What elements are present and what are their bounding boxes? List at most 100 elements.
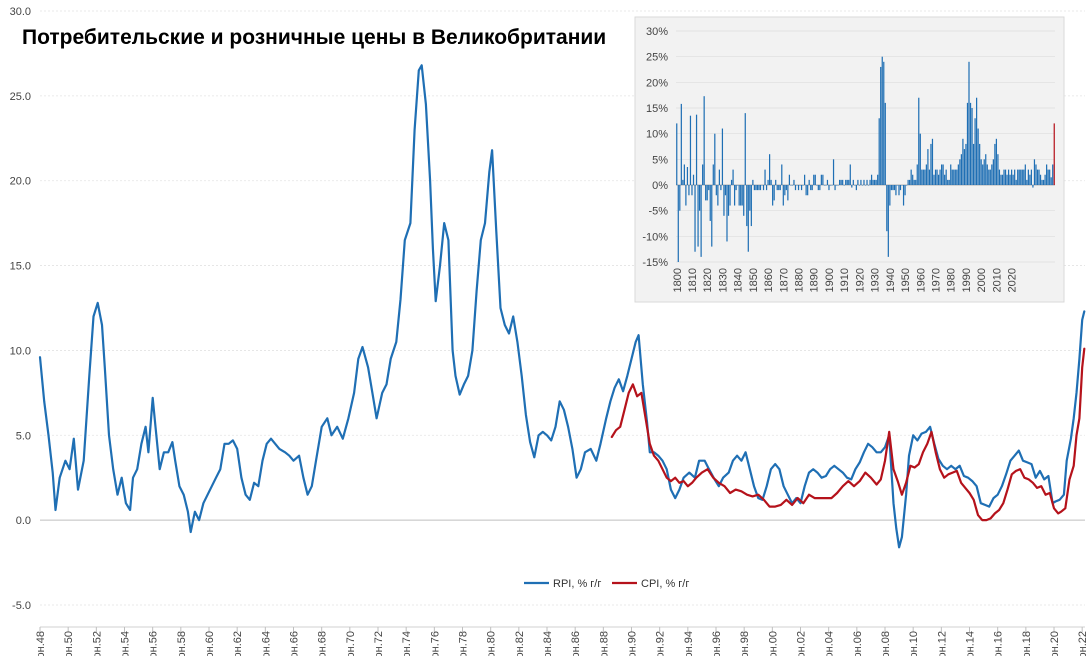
inset-bar xyxy=(869,179,871,185)
inset-bar xyxy=(765,185,768,191)
inset-bar xyxy=(933,174,935,185)
inset-bar xyxy=(802,185,804,186)
inset-bar xyxy=(744,113,746,185)
x-tick-label: июн.56 xyxy=(148,631,160,656)
inset-bar xyxy=(880,66,882,185)
inset-bar xyxy=(941,164,943,185)
inset-bar xyxy=(854,185,856,186)
x-tick-label: июн.50 xyxy=(63,631,75,656)
x-tick-label: июн.98 xyxy=(739,631,751,656)
inset-bar xyxy=(682,179,684,185)
inset-bar xyxy=(750,185,752,227)
inset-bar xyxy=(811,185,813,191)
inset-bar xyxy=(1032,185,1034,188)
inset-bar xyxy=(884,102,886,185)
inset-bar xyxy=(963,149,966,185)
inset-bar xyxy=(930,143,932,185)
x-tick-label: июн.64 xyxy=(260,631,272,656)
inset-bar xyxy=(1052,164,1054,185)
inset-x-tick-label: 1810 xyxy=(687,268,699,292)
inset-y-tick-label: 25% xyxy=(646,52,668,64)
inset-bar xyxy=(1027,169,1029,185)
inset-y-tick-label: 30% xyxy=(646,26,668,38)
inset-bar xyxy=(872,179,874,185)
inset-bar xyxy=(755,185,757,191)
inset-bar xyxy=(1014,169,1016,185)
inset-bar xyxy=(1047,169,1049,185)
inset-bar xyxy=(773,185,775,201)
inset-bar xyxy=(767,179,769,185)
y-tick-label: 15.0 xyxy=(10,261,31,273)
inset-bar xyxy=(858,185,861,186)
inset-bar xyxy=(790,185,792,186)
inset-bar xyxy=(951,169,953,185)
inset-bar xyxy=(817,185,819,191)
inset-bar xyxy=(1046,164,1048,185)
inset-bar xyxy=(705,185,707,201)
inset-bar xyxy=(899,185,902,191)
inset-bar xyxy=(689,115,692,185)
inset-bar xyxy=(1044,174,1046,185)
inset-bar xyxy=(683,164,685,185)
inset-chart: -15%-10%-5%0%5%10%15%20%25%30% 1800 1810 1… xyxy=(634,16,1065,303)
x-tick-label: июн.90 xyxy=(627,631,639,656)
inset-bar xyxy=(709,185,711,221)
inset-bar xyxy=(1023,169,1025,185)
inset-bar xyxy=(925,164,927,185)
inset-bar xyxy=(895,185,897,196)
inset-bar xyxy=(677,185,679,262)
inset-bar xyxy=(800,185,803,191)
x-tick-label: июн.22 xyxy=(1077,631,1089,656)
inset-y-tick-label: 5% xyxy=(652,154,668,166)
x-tick-label: июн.58 xyxy=(176,631,188,656)
inset-bar xyxy=(776,185,778,191)
inset-bar xyxy=(927,149,929,185)
x-tick-label: июн.94 xyxy=(683,631,695,656)
inset-bar xyxy=(934,169,937,185)
inset-bar xyxy=(916,164,918,185)
inset-bar xyxy=(1000,174,1002,185)
inset-x-tick-label: 1950 xyxy=(900,268,912,292)
inset-bar xyxy=(747,185,749,252)
inset-bar xyxy=(749,185,751,211)
x-tick-label: июн.18 xyxy=(1021,631,1033,656)
inset-bar xyxy=(1036,169,1039,185)
inset-x-tick-label: 1930 xyxy=(870,268,882,292)
inset-bar xyxy=(1020,169,1022,185)
inset-bar xyxy=(947,179,949,185)
inset-bar xyxy=(937,174,940,185)
inset-bar xyxy=(688,185,690,196)
inset-bar xyxy=(887,185,889,257)
inset-bar xyxy=(759,185,762,191)
inset-bar xyxy=(886,185,888,232)
inset-y-tick-label: -10% xyxy=(642,231,668,243)
inset-bar xyxy=(826,179,829,185)
inset-bar xyxy=(980,159,982,185)
inset-bar xyxy=(874,179,876,185)
x-tick-label: июн.00 xyxy=(767,631,779,656)
inset-bar xyxy=(708,185,710,191)
inset-bar xyxy=(714,133,716,185)
x-tick-label: июн.20 xyxy=(1049,631,1061,656)
inset-x-tick-label: 1900 xyxy=(824,268,836,292)
inset-bar xyxy=(892,185,894,191)
inset-bar xyxy=(769,154,771,185)
series-lines xyxy=(38,64,1086,549)
inset-bar xyxy=(784,185,786,196)
inset-bar xyxy=(813,174,815,185)
inset-bar xyxy=(1041,179,1043,185)
x-tick-label: июн.54 xyxy=(120,631,132,656)
inset-x-tick-label: 2000 xyxy=(976,268,988,292)
inset-bar xyxy=(694,185,696,252)
inset-bar xyxy=(913,179,915,185)
inset-bar xyxy=(907,179,909,185)
inset-bar xyxy=(915,179,917,185)
inset-bar xyxy=(905,185,908,186)
inset-bar xyxy=(875,179,877,185)
y-tick-label: -5.0 xyxy=(12,600,31,612)
inset-bar xyxy=(697,185,699,247)
inset-bar xyxy=(948,179,950,185)
inset-x-tick-label: 1980 xyxy=(946,268,958,292)
inset-bar xyxy=(864,185,867,186)
inset-bar xyxy=(1004,169,1007,185)
